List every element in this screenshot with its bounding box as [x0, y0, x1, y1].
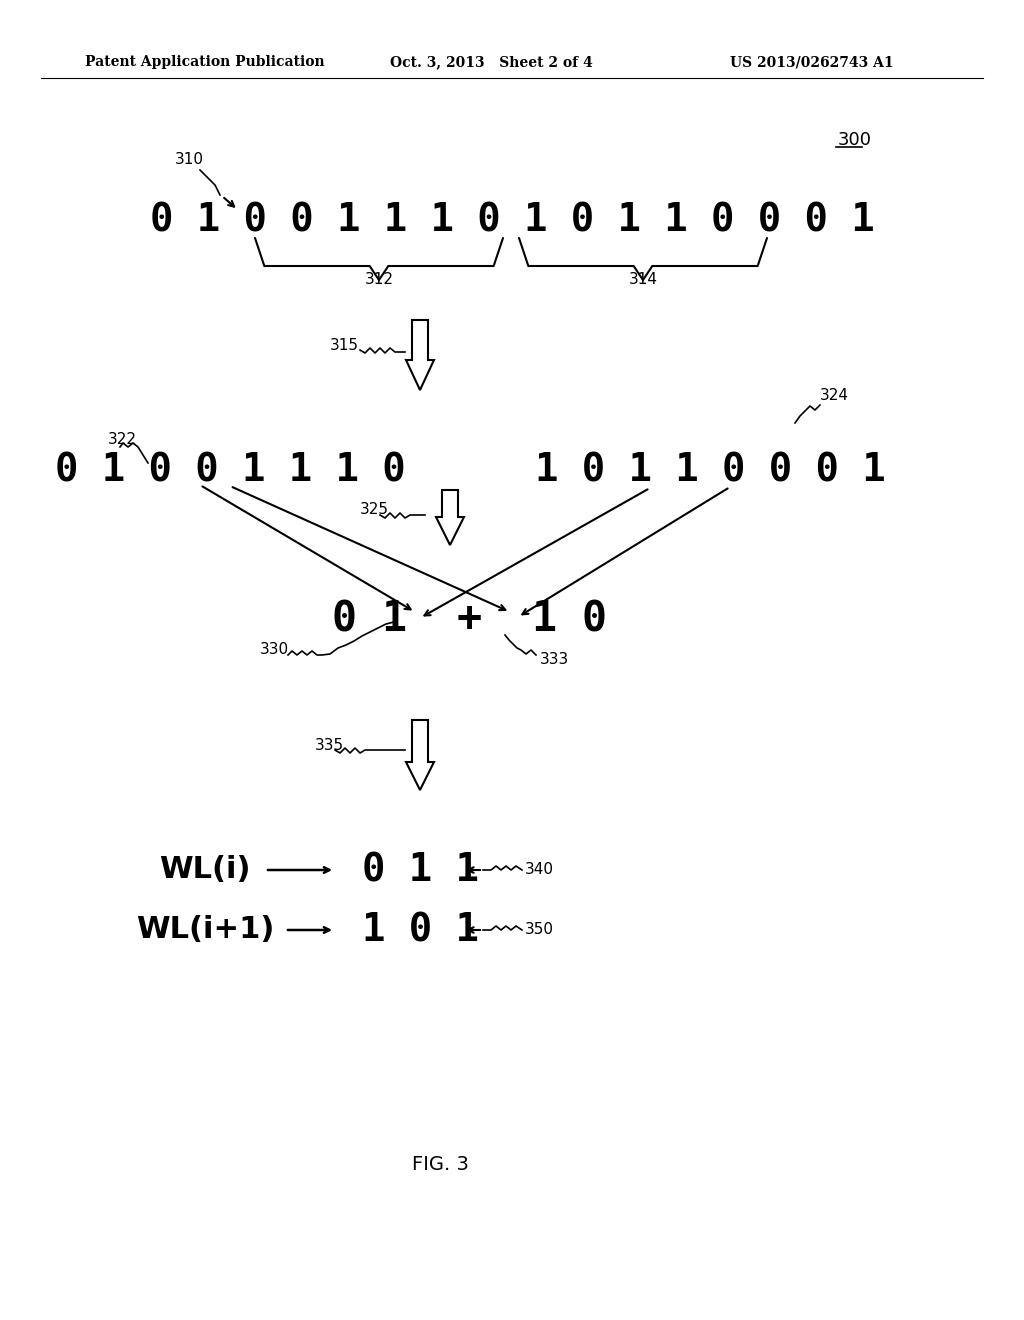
Text: 310: 310: [175, 153, 204, 168]
Text: 0 1 0 0 1 1 1 0: 0 1 0 0 1 1 1 0: [54, 451, 406, 488]
Text: 1 0 1 1 0 0 0 1: 1 0 1 1 0 0 0 1: [535, 451, 886, 488]
Text: 333: 333: [540, 652, 569, 668]
Text: WL(i): WL(i): [160, 855, 251, 884]
Text: 350: 350: [525, 923, 554, 937]
Text: 324: 324: [820, 388, 849, 403]
Text: 340: 340: [525, 862, 554, 878]
Text: 312: 312: [365, 272, 393, 288]
Text: 0 1 1: 0 1 1: [361, 851, 478, 888]
Polygon shape: [406, 319, 434, 389]
Text: 322: 322: [108, 433, 137, 447]
Text: 300: 300: [838, 131, 872, 149]
Text: Patent Application Publication: Patent Application Publication: [85, 55, 325, 69]
Text: FIG. 3: FIG. 3: [412, 1155, 468, 1175]
Text: 335: 335: [315, 738, 344, 752]
Text: 0 1 0 0 1 1 1 0 1 0 1 1 0 0 0 1: 0 1 0 0 1 1 1 0 1 0 1 1 0 0 0 1: [150, 201, 874, 239]
Text: 1 0 1: 1 0 1: [361, 911, 478, 949]
Text: WL(i+1): WL(i+1): [136, 916, 274, 945]
Text: 315: 315: [330, 338, 359, 352]
Text: US 2013/0262743 A1: US 2013/0262743 A1: [730, 55, 894, 69]
Polygon shape: [406, 719, 434, 789]
Polygon shape: [436, 490, 464, 545]
Text: 314: 314: [629, 272, 657, 288]
Text: 325: 325: [360, 503, 389, 517]
Text: 0 1  +  1 0: 0 1 + 1 0: [333, 599, 607, 642]
Text: 330: 330: [260, 643, 289, 657]
Text: Oct. 3, 2013   Sheet 2 of 4: Oct. 3, 2013 Sheet 2 of 4: [390, 55, 593, 69]
